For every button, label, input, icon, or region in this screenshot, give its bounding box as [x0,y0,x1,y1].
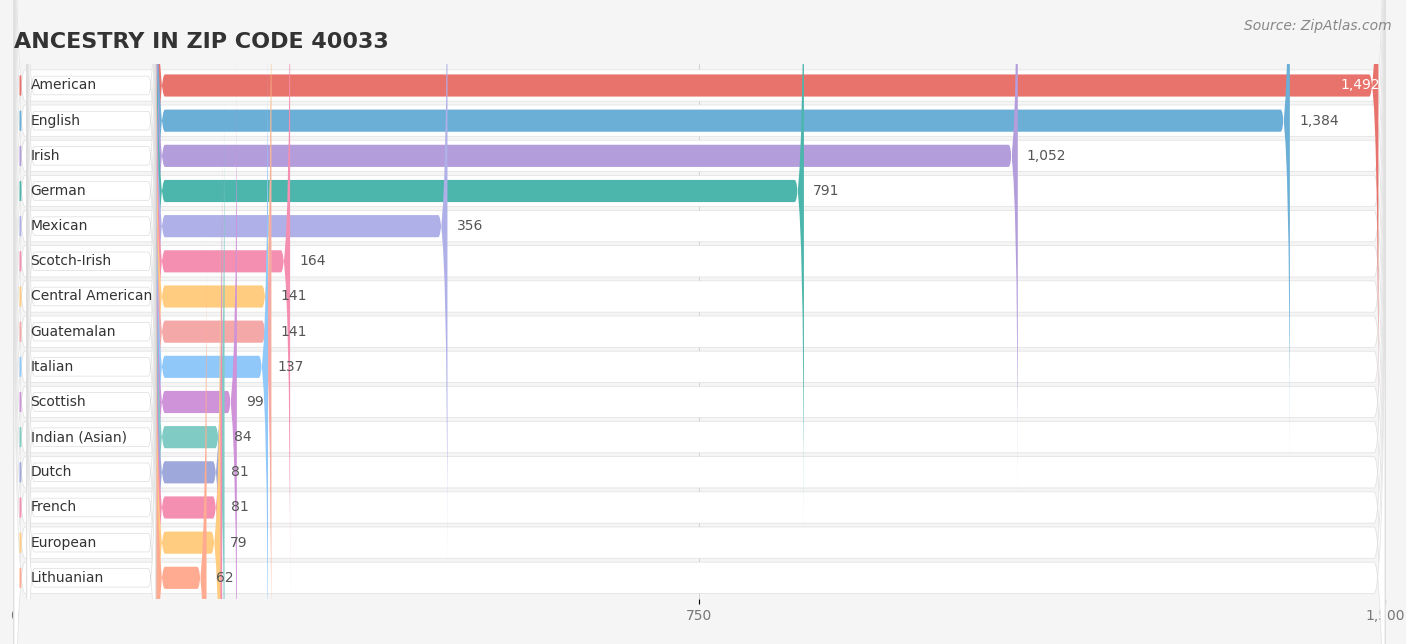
FancyBboxPatch shape [27,0,156,428]
FancyBboxPatch shape [27,0,156,533]
Text: 1,052: 1,052 [1026,149,1066,163]
FancyBboxPatch shape [156,61,236,644]
Text: Scotch-Irish: Scotch-Irish [31,254,111,269]
FancyBboxPatch shape [14,0,1385,644]
FancyBboxPatch shape [156,0,271,637]
FancyBboxPatch shape [27,0,156,498]
FancyBboxPatch shape [14,0,1385,644]
FancyBboxPatch shape [14,0,1385,644]
FancyBboxPatch shape [156,202,221,644]
Text: Mexican: Mexican [31,219,89,233]
FancyBboxPatch shape [14,0,1385,527]
FancyBboxPatch shape [156,0,447,567]
FancyBboxPatch shape [27,270,156,644]
FancyBboxPatch shape [14,66,1385,644]
FancyBboxPatch shape [156,132,222,644]
FancyBboxPatch shape [27,0,156,463]
FancyBboxPatch shape [14,101,1385,644]
FancyBboxPatch shape [27,236,156,644]
FancyBboxPatch shape [156,26,269,644]
Text: Scottish: Scottish [31,395,86,409]
FancyBboxPatch shape [14,0,1385,562]
FancyBboxPatch shape [27,306,156,644]
Text: 99: 99 [246,395,264,409]
Text: ANCESTRY IN ZIP CODE 40033: ANCESTRY IN ZIP CODE 40033 [14,32,389,52]
FancyBboxPatch shape [27,130,156,644]
Text: 1,492: 1,492 [1341,79,1381,93]
FancyBboxPatch shape [156,237,207,644]
FancyBboxPatch shape [27,0,156,393]
FancyBboxPatch shape [156,0,271,644]
FancyBboxPatch shape [27,200,156,644]
Text: Source: ZipAtlas.com: Source: ZipAtlas.com [1244,19,1392,33]
Text: French: French [31,500,77,515]
Text: Lithuanian: Lithuanian [31,571,104,585]
Text: 141: 141 [280,290,307,303]
Text: 137: 137 [277,360,304,374]
FancyBboxPatch shape [156,167,222,644]
Text: 164: 164 [299,254,326,269]
FancyBboxPatch shape [27,165,156,644]
FancyBboxPatch shape [14,0,1385,644]
FancyBboxPatch shape [156,0,1018,497]
Text: European: European [31,536,97,550]
Text: 141: 141 [280,325,307,339]
FancyBboxPatch shape [156,0,290,602]
Text: English: English [31,113,80,128]
Text: Dutch: Dutch [31,466,72,479]
FancyBboxPatch shape [14,0,1385,492]
Text: 356: 356 [457,219,482,233]
FancyBboxPatch shape [14,31,1385,644]
Text: 81: 81 [231,466,249,479]
Text: 79: 79 [229,536,247,550]
FancyBboxPatch shape [156,0,804,531]
Text: Central American: Central American [31,290,152,303]
FancyBboxPatch shape [14,0,1385,644]
FancyBboxPatch shape [156,97,225,644]
FancyBboxPatch shape [14,171,1385,644]
Text: 1,384: 1,384 [1299,113,1339,128]
FancyBboxPatch shape [27,60,156,603]
Text: 791: 791 [813,184,839,198]
Text: American: American [31,79,97,93]
FancyBboxPatch shape [27,0,156,357]
FancyBboxPatch shape [156,0,1378,426]
Text: German: German [31,184,86,198]
Text: Indian (Asian): Indian (Asian) [31,430,127,444]
FancyBboxPatch shape [27,24,156,569]
Text: 84: 84 [233,430,252,444]
FancyBboxPatch shape [14,0,1385,632]
Text: 81: 81 [231,500,249,515]
Text: Irish: Irish [31,149,60,163]
Text: Italian: Italian [31,360,73,374]
Text: Guatemalan: Guatemalan [31,325,117,339]
FancyBboxPatch shape [14,0,1385,598]
FancyBboxPatch shape [14,137,1385,644]
FancyBboxPatch shape [27,95,156,639]
Text: 62: 62 [215,571,233,585]
FancyBboxPatch shape [156,0,1289,461]
